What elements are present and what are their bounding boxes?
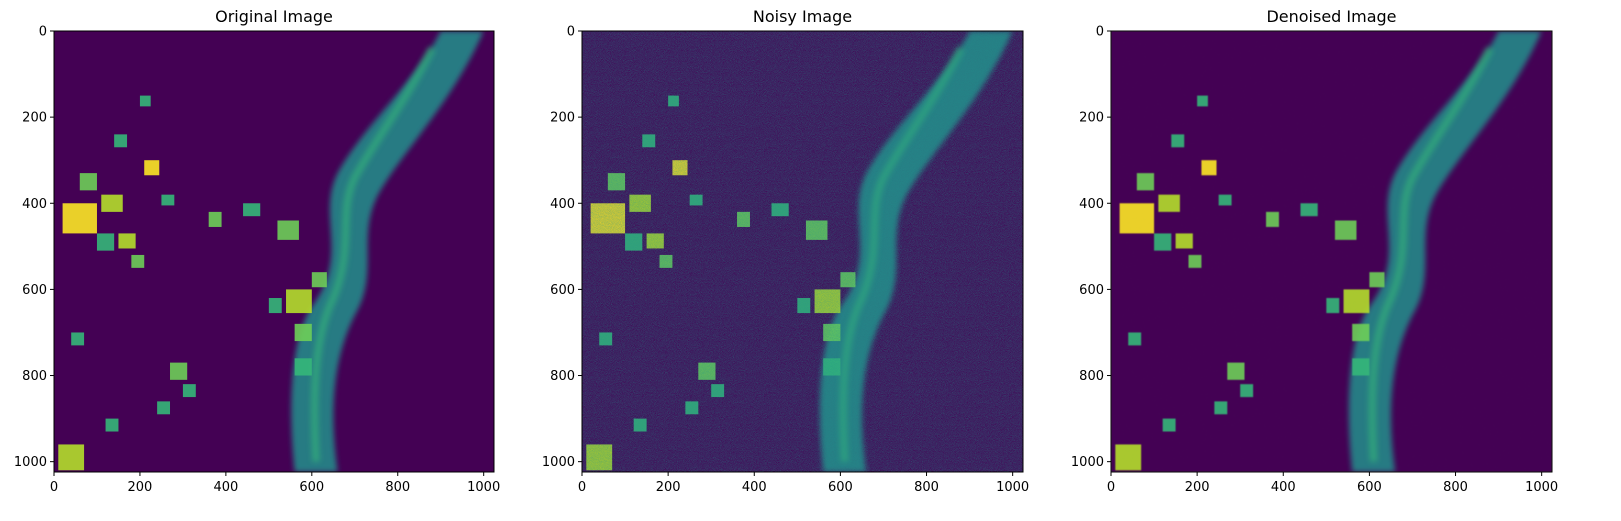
x-tick-label: 200 [128, 480, 153, 495]
x-tick-label: 200 [1185, 480, 1210, 495]
x-tick-label: 600 [828, 480, 853, 495]
y-tick-label: 400 [22, 197, 47, 212]
axes-frame [1110, 30, 1553, 473]
panel-title: Original Image [215, 7, 333, 26]
y-tick-label: 600 [1079, 283, 1104, 298]
y-tick-label: 400 [550, 197, 575, 212]
x-tick-label: 1000 [467, 480, 500, 495]
x-tick-label: 1000 [1525, 480, 1558, 495]
heatmap-image [1111, 31, 1552, 472]
y-tick-label: 800 [22, 369, 47, 384]
heatmap-image [582, 31, 1023, 472]
panel-title: Denoised Image [1266, 7, 1396, 26]
y-tick-label: 600 [550, 283, 575, 298]
x-tick-label: 800 [385, 480, 410, 495]
y-tick-label: 200 [1079, 111, 1104, 126]
y-tick-label: 400 [1079, 197, 1104, 212]
y-tick-label: 600 [22, 283, 47, 298]
x-tick-label: 800 [1443, 480, 1468, 495]
y-tick-label: 1000 [542, 455, 575, 470]
x-tick-label: 400 [1271, 480, 1296, 495]
y-tick-label: 200 [22, 111, 47, 126]
axes-frame [53, 30, 495, 473]
y-tick-label: 0 [567, 25, 575, 40]
x-tick-label: 0 [50, 480, 58, 495]
x-tick-label: 400 [213, 480, 238, 495]
y-tick-label: 1000 [1071, 455, 1104, 470]
x-tick-label: 0 [578, 480, 586, 495]
x-tick-label: 800 [914, 480, 939, 495]
y-tick-label: 800 [1079, 369, 1104, 384]
x-tick-label: 600 [1357, 480, 1382, 495]
x-tick-label: 200 [656, 480, 681, 495]
axes-frame [581, 30, 1024, 473]
panel-title: Noisy Image [753, 7, 852, 26]
x-tick-label: 0 [1107, 480, 1115, 495]
y-tick-label: 800 [550, 369, 575, 384]
x-tick-label: 1000 [996, 480, 1029, 495]
y-tick-label: 1000 [14, 455, 47, 470]
x-tick-label: 400 [742, 480, 767, 495]
y-tick-label: 0 [1096, 25, 1104, 40]
y-tick-label: 0 [39, 25, 47, 40]
y-tick-label: 200 [550, 111, 575, 126]
heatmap-image [54, 31, 494, 472]
x-tick-label: 600 [299, 480, 324, 495]
